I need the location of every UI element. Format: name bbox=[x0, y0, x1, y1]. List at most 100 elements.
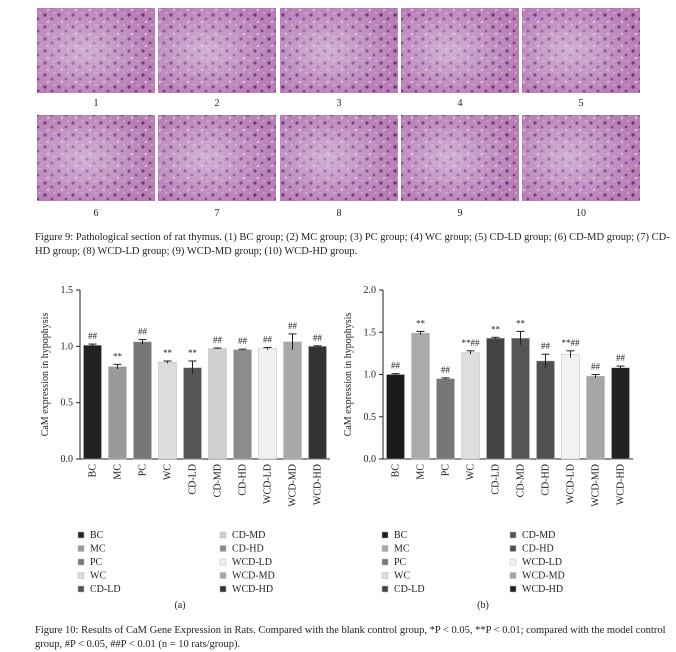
bar bbox=[486, 337, 505, 460]
panel-number: 2 bbox=[215, 98, 220, 109]
figure-9-caption: Figure 9: Pathological section of rat th… bbox=[35, 232, 670, 257]
x-tick-label: BC bbox=[391, 464, 402, 478]
legend-label: PC bbox=[90, 557, 103, 568]
panel-number: 5 bbox=[579, 98, 584, 109]
significance-label: ## bbox=[616, 353, 626, 363]
legend-label: BC bbox=[90, 530, 104, 541]
bar bbox=[108, 366, 127, 460]
panel-number: 6 bbox=[94, 208, 99, 219]
bar bbox=[536, 360, 555, 460]
legend-swatch bbox=[77, 572, 85, 579]
legend-swatch bbox=[509, 545, 517, 552]
y-tick-label: 0.5 bbox=[61, 398, 74, 409]
legend-label: CD-MD bbox=[232, 530, 265, 541]
legend-label: WCD-LD bbox=[232, 557, 272, 568]
panel-label: (b) bbox=[477, 600, 489, 611]
histology-shade bbox=[158, 115, 276, 201]
legend-swatch bbox=[77, 545, 85, 552]
panel-number: 7 bbox=[215, 208, 220, 219]
legend-swatch bbox=[381, 572, 389, 579]
significance-label: ## bbox=[591, 362, 601, 372]
bar bbox=[158, 361, 177, 460]
x-tick-label: WCD-HD bbox=[616, 464, 627, 505]
legend-label: CD-LD bbox=[394, 584, 425, 595]
x-tick-label: BC bbox=[88, 464, 99, 478]
histology-shade bbox=[37, 115, 155, 201]
histology-shade bbox=[401, 115, 519, 201]
histology-shade bbox=[522, 115, 640, 201]
x-tick-label: CD-LD bbox=[491, 464, 502, 495]
significance-label: ** bbox=[491, 324, 501, 334]
panel-number: 1 bbox=[94, 98, 99, 109]
bar bbox=[411, 332, 430, 460]
y-tick-label: 1.0 bbox=[364, 370, 377, 381]
y-tick-label: 1.5 bbox=[61, 285, 74, 296]
legend-label: CD-HD bbox=[232, 544, 264, 555]
legend-label: CD-HD bbox=[522, 544, 554, 555]
y-axis-label: CaM expression in hypophysis bbox=[40, 313, 51, 437]
y-tick-label: 0.5 bbox=[364, 412, 377, 423]
x-tick-label: WCD-MD bbox=[591, 464, 602, 507]
legend-swatch bbox=[509, 585, 517, 593]
histology-shade bbox=[401, 8, 519, 93]
legend-swatch bbox=[509, 531, 517, 539]
y-tick-label: 2.0 bbox=[364, 285, 377, 296]
legend-swatch bbox=[381, 585, 389, 593]
figure-10-caption: Figure 10: Results of CaM Gene Expressio… bbox=[35, 625, 666, 650]
bar bbox=[83, 344, 102, 460]
x-tick-label: MC bbox=[113, 464, 124, 480]
significance-label: ## bbox=[213, 335, 223, 345]
significance-label: ## bbox=[288, 321, 298, 331]
legend-label: BC bbox=[394, 530, 408, 541]
significance-label: ** bbox=[416, 318, 426, 328]
bar bbox=[308, 346, 327, 460]
x-tick-label: WCD-LD bbox=[263, 464, 274, 504]
legend-label: WCD-LD bbox=[522, 557, 562, 568]
significance-label: **## bbox=[462, 338, 481, 348]
significance-label: ** bbox=[516, 318, 526, 328]
legend-swatch bbox=[77, 558, 85, 566]
significance-label: ## bbox=[138, 327, 148, 337]
bar bbox=[386, 374, 405, 460]
significance-label: ** bbox=[188, 348, 198, 358]
y-tick-label: 1.0 bbox=[61, 341, 74, 352]
x-tick-label: WCD-MD bbox=[288, 464, 299, 507]
panel-number: 4 bbox=[458, 98, 463, 109]
legend-swatch bbox=[219, 531, 227, 539]
x-tick-label: PC bbox=[138, 464, 149, 477]
significance-label: ## bbox=[263, 334, 273, 344]
bar bbox=[561, 353, 580, 460]
y-tick-label: 1.5 bbox=[364, 327, 377, 338]
bar bbox=[611, 367, 630, 460]
panel-label: (a) bbox=[174, 600, 185, 611]
panel-number: 10 bbox=[576, 208, 586, 219]
x-tick-label: WC bbox=[466, 464, 477, 480]
legend-label: WC bbox=[90, 571, 106, 582]
legend-swatch bbox=[77, 585, 85, 593]
x-tick-label: WC bbox=[163, 464, 174, 480]
bar bbox=[233, 349, 252, 460]
x-tick-label: CD-LD bbox=[188, 464, 199, 495]
x-tick-label: CD-MD bbox=[516, 464, 527, 497]
legend-label: WCD-MD bbox=[522, 571, 565, 582]
significance-label: ## bbox=[391, 361, 401, 371]
x-tick-label: MC bbox=[416, 464, 427, 480]
legend-label: MC bbox=[394, 544, 410, 555]
legend-swatch bbox=[219, 572, 227, 579]
x-tick-label: WCD-HD bbox=[313, 464, 324, 505]
significance-label: ## bbox=[238, 336, 248, 346]
legend-label: WCD-HD bbox=[522, 584, 563, 595]
bar bbox=[183, 367, 202, 460]
significance-label: **## bbox=[562, 338, 581, 348]
legend-swatch bbox=[219, 585, 227, 593]
significance-label: ## bbox=[541, 341, 551, 351]
legend-swatch bbox=[381, 558, 389, 566]
histology-shade bbox=[522, 8, 640, 93]
x-tick-label: CD-HD bbox=[238, 464, 249, 496]
bar bbox=[133, 341, 152, 460]
histology-shade bbox=[158, 8, 276, 93]
bar bbox=[436, 378, 455, 460]
legend-label: MC bbox=[90, 544, 106, 555]
